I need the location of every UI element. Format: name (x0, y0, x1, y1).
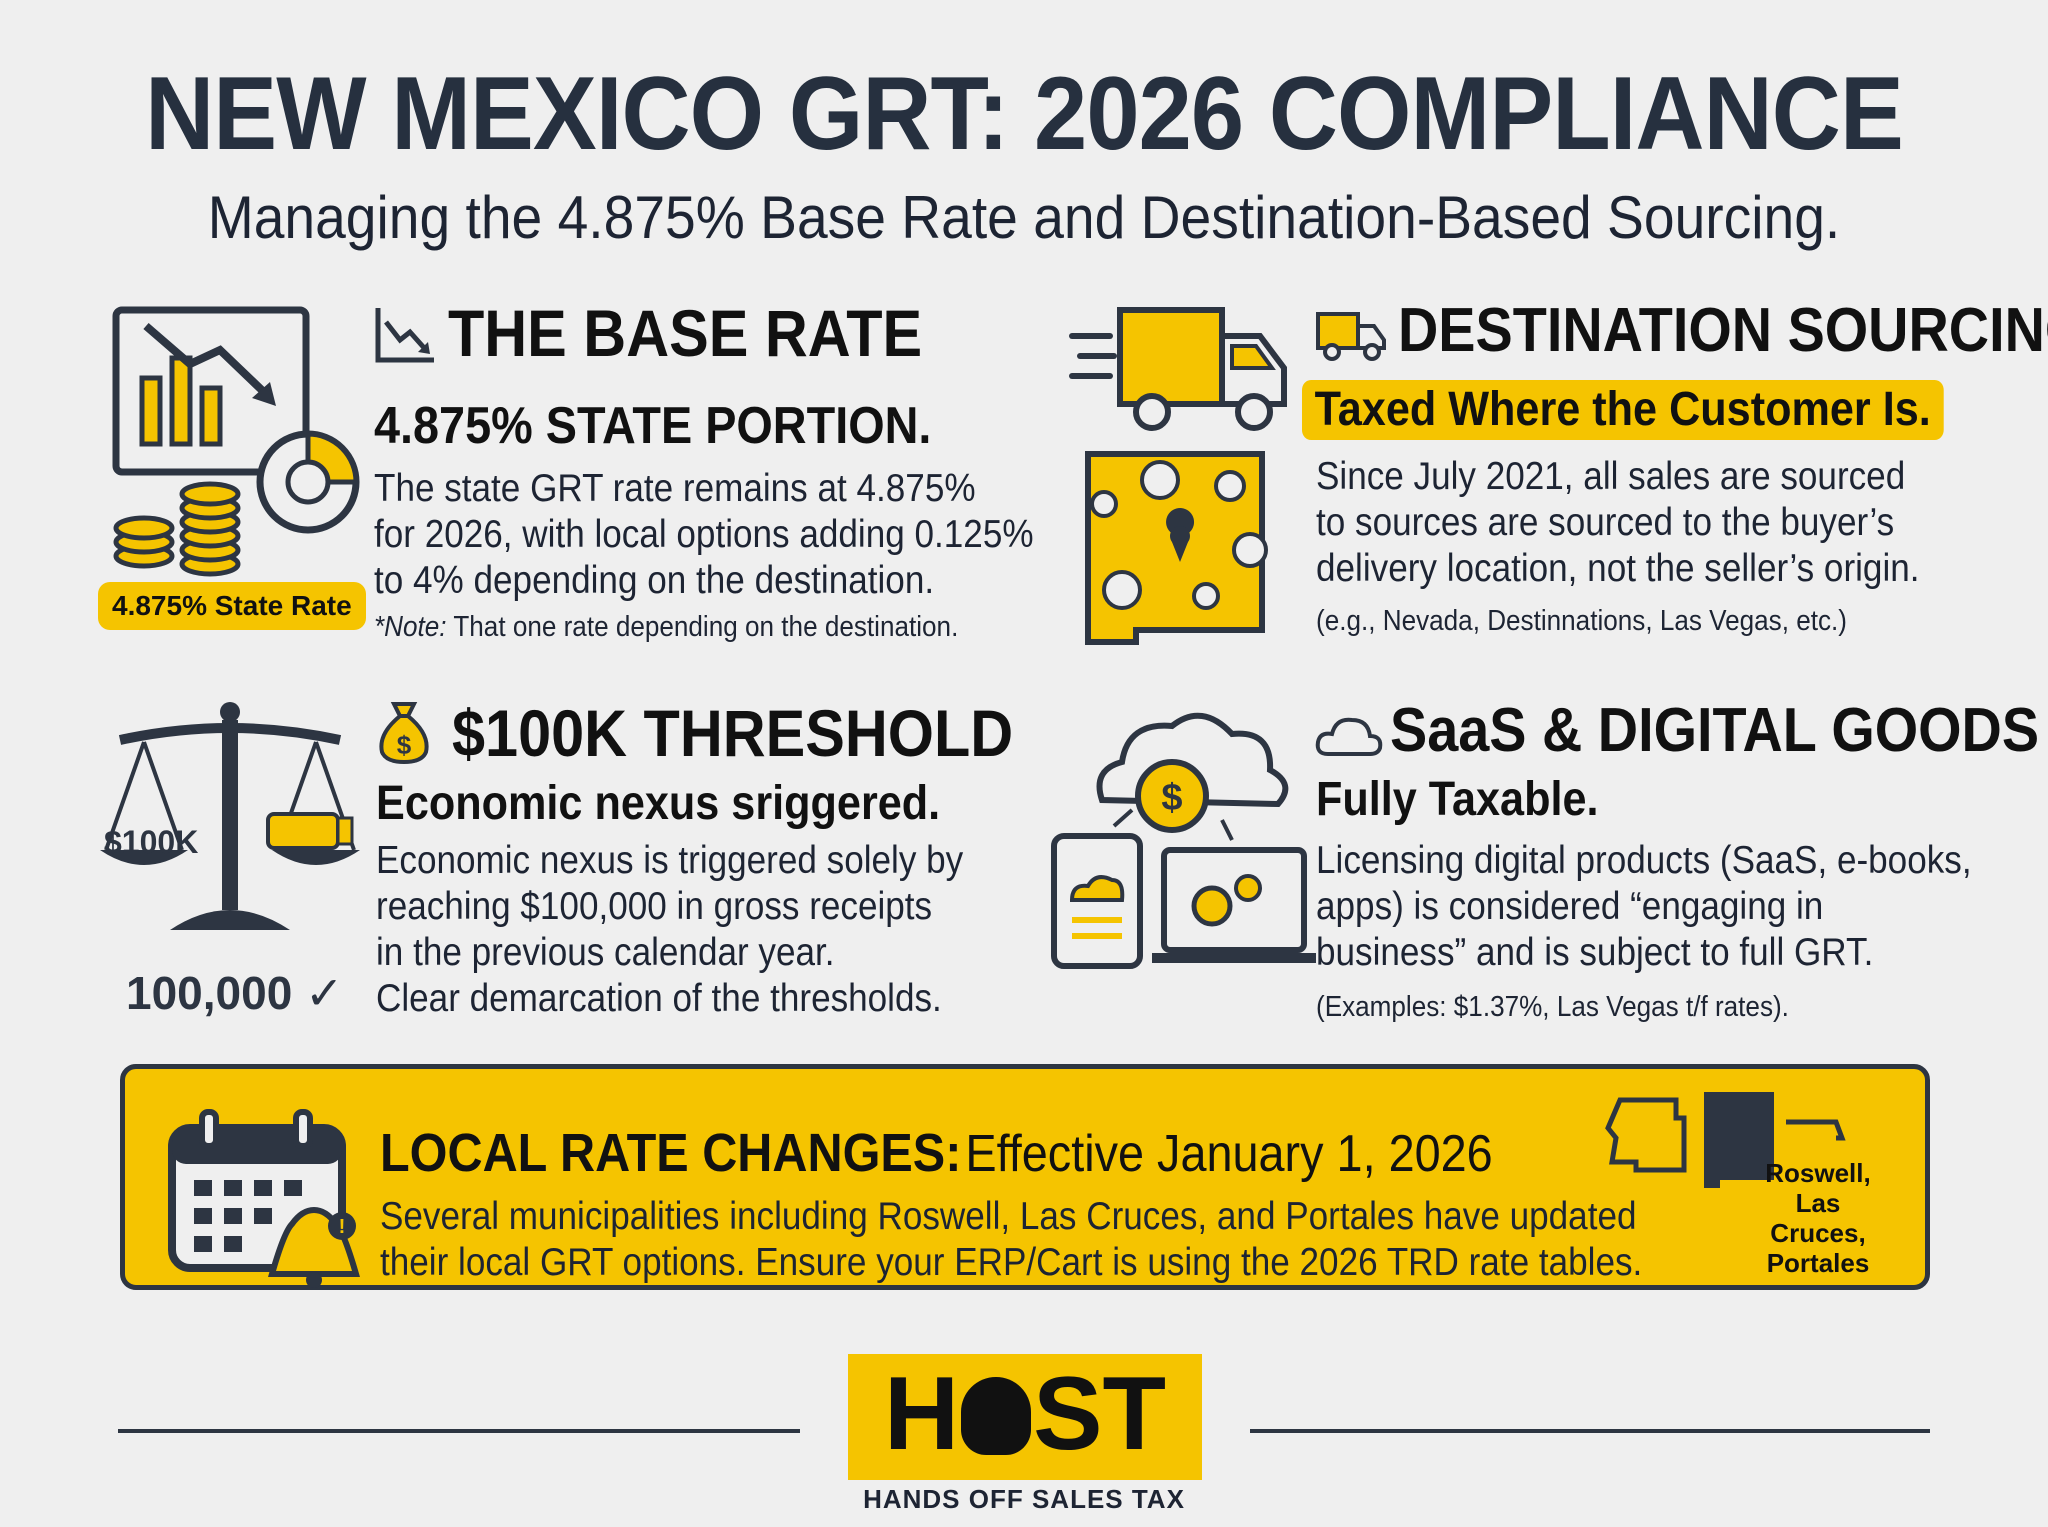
base-rate-subtitle: 4.875% STATE PORTION. (374, 397, 932, 455)
footer-rule-right (1250, 1429, 1930, 1433)
page-subtitle: Managing the 4.875% Base Rate and Destin… (207, 184, 1841, 251)
svg-text:!: ! (339, 1216, 346, 1238)
destination-body: Since July 2021, all sales are sourced t… (1316, 455, 1920, 590)
local-rate-effective: Effective January 1, 2026 (965, 1125, 1493, 1183)
destination-highlight-wrap: Taxed Where the Customer Is. (1302, 380, 2015, 440)
money-bag-icon: $ (379, 702, 429, 765)
threshold-body: Economic nexus is triggered solely by re… (376, 839, 964, 1020)
state-rate-pill: 4.875% State Rate (98, 582, 366, 630)
balance-scale-icon (100, 702, 360, 930)
page-title: NEW MEXICO GRT: 2026 COMPLIANCE (145, 56, 1904, 172)
truck-icon (1316, 312, 1386, 361)
hand-icon (961, 1377, 1032, 1455)
footer-rule-left (118, 1429, 800, 1433)
logo-letters-st: ST (1033, 1356, 1166, 1472)
destination-title: DESTINATION SOURCING (1398, 296, 2048, 365)
saas-title: SaaS & DIGITAL GOODS (1390, 696, 2040, 765)
map-labels: Roswell, Las Cruces, Portales (1765, 1158, 1871, 1278)
cloud-icon (1315, 717, 1383, 756)
destination-highlight: Taxed Where the Customer Is. (1302, 380, 1944, 440)
local-rate-title: LOCAL RATE CHANGES: (380, 1123, 962, 1183)
delivery-truck-icon (1069, 307, 1287, 431)
county-map-icon (1605, 1092, 1846, 1188)
svg-text:$: $ (1161, 777, 1182, 819)
local-rate-heading: LOCAL RATE CHANGES: Effective January 1,… (380, 1122, 1493, 1184)
checkmark-icon: ✓ (292, 967, 344, 1019)
svg-text:$: $ (397, 730, 412, 760)
financial-chart-icon (112, 306, 360, 577)
saas-note: (Examples: $1.37%, Las Vegas t/f rates). (1316, 991, 1789, 1023)
base-rate-note: *Note: That one rate depending on the de… (374, 611, 959, 643)
cloud-devices-icon: $ (1051, 712, 1316, 969)
logo-letter-h: H (883, 1356, 960, 1472)
threshold-title: $100K THRESHOLD (452, 696, 1014, 770)
saas-subtitle: Fully Taxable. (1316, 773, 1599, 826)
threshold-subtitle: Economic nexus sriggered. (376, 777, 941, 830)
new-mexico-map-icon (1085, 451, 1268, 645)
destination-note: (e.g., Nevada, Destinnations, Las Vegas,… (1316, 605, 1847, 637)
base-rate-title: THE BASE RATE (448, 296, 923, 370)
local-rate-body: Several municipalities including Roswell… (380, 1195, 1643, 1284)
scale-label: $100K (104, 824, 199, 860)
saas-body: Licensing digital products (SaaS, e-book… (1316, 839, 1972, 974)
footer-tagline: HANDS OFF SALES TAX (863, 1484, 1185, 1514)
calendar-alert-icon: ! (168, 1109, 360, 1288)
base-rate-body: The state GRT rate remains at 4.875% for… (374, 467, 1034, 602)
threshold-amount: 100,000 ✓ (126, 967, 344, 1019)
chart-down-icon (375, 308, 434, 363)
host-logo: H ST (848, 1354, 1202, 1480)
